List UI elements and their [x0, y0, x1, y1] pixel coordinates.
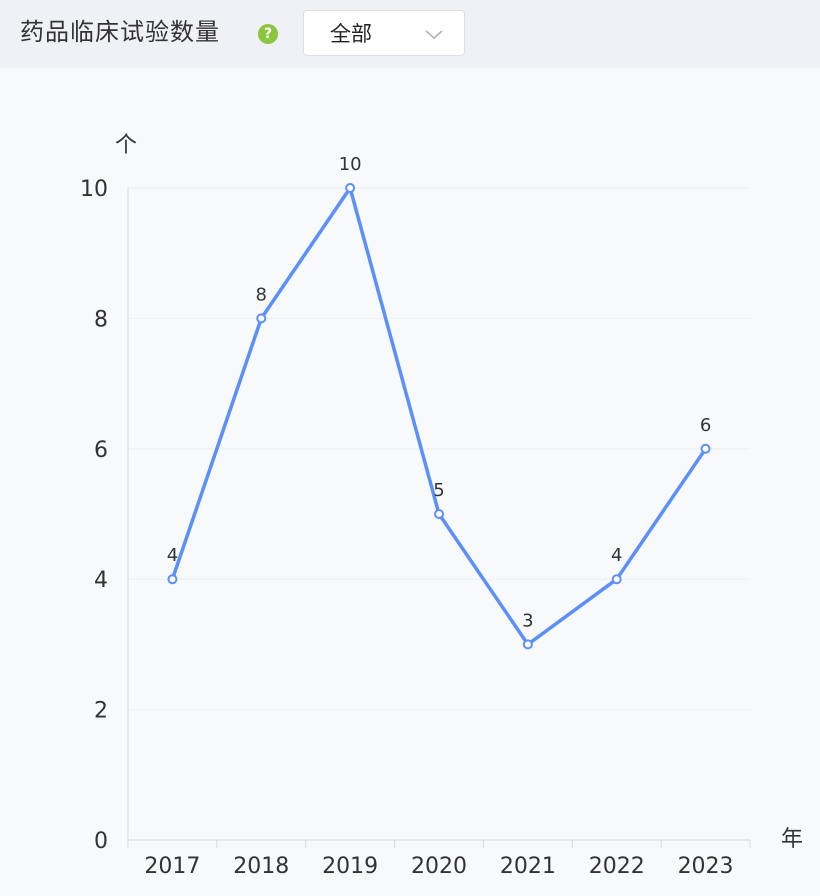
data-label: 6	[700, 415, 711, 436]
x-tick-label: 2019	[322, 854, 378, 879]
data-point[interactable]	[700, 443, 711, 454]
chart-title: 药品临床试验数量	[20, 18, 220, 46]
y-tick-label: 8	[94, 307, 108, 332]
chart-header: 药品临床试验数量 ? 全部	[0, 0, 820, 68]
x-tick-label: 2021	[500, 854, 556, 879]
filter-selected-value: 全部	[330, 22, 372, 46]
data-point[interactable]	[434, 509, 444, 519]
data-point[interactable]	[611, 574, 622, 585]
data-label: 5	[433, 480, 444, 501]
data-point[interactable]	[345, 183, 356, 193]
category-filter-select[interactable]: 全部	[303, 10, 465, 56]
y-tick-label: 2	[94, 699, 108, 724]
data-label: 3	[522, 610, 533, 631]
help-icon[interactable]: ?	[258, 24, 278, 44]
x-axis-label: 年	[781, 827, 803, 852]
x-tick-label: 2017	[144, 854, 200, 879]
x-tick-label: 2018	[233, 854, 289, 879]
data-label: 10	[339, 154, 362, 175]
y-axis-label: 个	[115, 133, 137, 158]
y-tick-label: 0	[94, 829, 108, 854]
x-tick-label: 2023	[678, 854, 734, 879]
data-label: 8	[256, 284, 267, 305]
y-tick-label: 10	[80, 177, 108, 202]
data-label: 4	[167, 545, 178, 566]
y-tick-label: 6	[94, 438, 108, 463]
data-label: 4	[611, 545, 622, 566]
data-point[interactable]	[167, 574, 178, 585]
y-tick-label: 4	[94, 568, 108, 593]
data-point[interactable]	[256, 313, 267, 324]
x-tick-label: 2022	[589, 854, 645, 879]
series-line	[170, 186, 708, 647]
chevron-down-icon	[425, 30, 443, 40]
data-point[interactable]	[522, 639, 533, 650]
line-chart: 0 2 4 6 8 10 2017 2018 2019 2020 2021 2022 2023 个年 4 8 1…	[80, 133, 803, 879]
x-tick-label: 2020	[411, 854, 467, 879]
chart-area: 0 2 4 6 8 10 2017 2018 2019 2020 2021 2022 2023 个年 4 8 1…	[0, 68, 820, 896]
